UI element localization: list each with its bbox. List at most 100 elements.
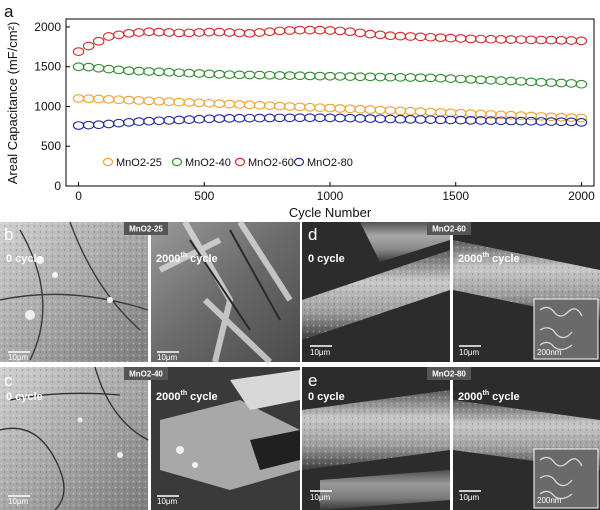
data-point bbox=[364, 114, 376, 123]
data-point bbox=[505, 116, 517, 126]
scale-text-d-left: 10μm bbox=[310, 348, 331, 357]
caption-c-left: 0 cycle bbox=[6, 391, 43, 403]
chart-marks bbox=[72, 25, 588, 130]
data-point bbox=[334, 72, 346, 81]
scale-text-e-right: 10μm bbox=[459, 493, 480, 502]
y-tick-label: 0 bbox=[54, 179, 61, 193]
data-point bbox=[92, 36, 105, 46]
data-point bbox=[394, 114, 407, 124]
data-point bbox=[364, 29, 376, 39]
data-point bbox=[203, 98, 216, 108]
data-point bbox=[92, 63, 105, 73]
data-point bbox=[414, 73, 427, 83]
sem-image-c-0-cycle bbox=[0, 367, 148, 510]
data-point bbox=[384, 114, 397, 124]
legend-marker bbox=[171, 157, 183, 167]
sample-tag-e-text: MnO2-80 bbox=[432, 370, 466, 379]
data-point bbox=[82, 41, 95, 51]
legend-label: MnO2-25 bbox=[116, 157, 162, 169]
legend-marker bbox=[234, 157, 246, 167]
data-point bbox=[133, 66, 145, 76]
data-point bbox=[414, 107, 427, 116]
data-point bbox=[263, 101, 276, 111]
data-point bbox=[424, 107, 437, 117]
data-point bbox=[223, 99, 236, 109]
data-point bbox=[263, 70, 276, 80]
panel-label-e: e bbox=[308, 371, 317, 390]
x-tick-label: 2000 bbox=[568, 189, 595, 203]
sample-tag-b-text: MnO2-25 bbox=[129, 225, 163, 234]
data-point bbox=[575, 118, 588, 127]
data-point bbox=[434, 33, 447, 43]
data-point bbox=[113, 30, 125, 40]
data-point bbox=[284, 113, 296, 123]
data-point bbox=[404, 32, 417, 41]
data-point bbox=[495, 76, 507, 85]
crack-lines bbox=[0, 366, 149, 510]
data-point bbox=[424, 73, 437, 83]
data-point bbox=[133, 96, 145, 105]
data-point bbox=[515, 116, 527, 126]
data-point bbox=[213, 27, 226, 37]
data-point bbox=[193, 28, 206, 37]
y-axis-label: Areal Capacitance (mF/cm²) bbox=[5, 22, 20, 185]
data-point bbox=[374, 30, 387, 40]
data-point bbox=[555, 78, 568, 88]
data-point bbox=[213, 69, 226, 79]
data-point bbox=[434, 73, 447, 83]
sample-tag-d bbox=[427, 222, 471, 235]
data-point bbox=[193, 98, 206, 108]
data-point bbox=[324, 113, 336, 123]
data-point bbox=[193, 114, 206, 124]
data-point bbox=[344, 72, 356, 81]
scale-text-b-right: 10μm bbox=[157, 353, 178, 362]
data-point bbox=[394, 73, 407, 82]
x-tick-label: 0 bbox=[75, 189, 82, 203]
data-point bbox=[444, 74, 457, 83]
data-point bbox=[163, 67, 175, 77]
legend-label: MnO2-60 bbox=[248, 157, 294, 169]
data-point bbox=[72, 47, 85, 56]
data-point bbox=[314, 71, 326, 81]
data-point bbox=[344, 113, 356, 123]
data-point bbox=[525, 35, 537, 45]
crack-lines bbox=[0, 221, 149, 361]
data-point bbox=[334, 26, 346, 36]
caption-e-right: 2000th cycle bbox=[458, 390, 520, 403]
data-point bbox=[555, 117, 568, 127]
data-point bbox=[545, 112, 558, 122]
data-point bbox=[555, 112, 568, 122]
y-tick-label: 500 bbox=[41, 139, 61, 153]
data-point bbox=[404, 106, 417, 116]
data-point bbox=[444, 108, 457, 118]
data-point bbox=[304, 102, 316, 112]
data-point bbox=[434, 108, 447, 117]
data-point bbox=[183, 28, 195, 38]
data-point bbox=[535, 117, 547, 126]
data-point bbox=[173, 115, 185, 125]
scale-text-c-left: 10μm bbox=[8, 497, 29, 506]
data-point bbox=[284, 26, 296, 35]
axes: 0 500 1000 1500 2000 0 500 1000 1500 2000 bbox=[34, 20, 595, 203]
data-point bbox=[354, 28, 366, 38]
data-point bbox=[354, 72, 366, 82]
data-point bbox=[404, 115, 417, 124]
data-point bbox=[102, 94, 115, 104]
data-point bbox=[304, 113, 316, 123]
data-point bbox=[394, 31, 407, 41]
data-point bbox=[72, 121, 85, 130]
data-point bbox=[485, 75, 497, 85]
data-point bbox=[304, 71, 316, 81]
data-point bbox=[334, 104, 346, 113]
caption-b-left: 0 cycle bbox=[6, 253, 43, 265]
data-point bbox=[263, 27, 276, 37]
data-point bbox=[263, 113, 276, 123]
x-tick-label: 500 bbox=[194, 189, 214, 203]
data-point bbox=[294, 25, 306, 35]
scale-text-e-inset: 200nm bbox=[537, 496, 562, 505]
legend-label: MnO2-40 bbox=[185, 157, 231, 169]
data-point bbox=[133, 28, 145, 37]
x-axis-label: Cycle Number bbox=[289, 205, 372, 220]
data-point bbox=[113, 65, 125, 75]
